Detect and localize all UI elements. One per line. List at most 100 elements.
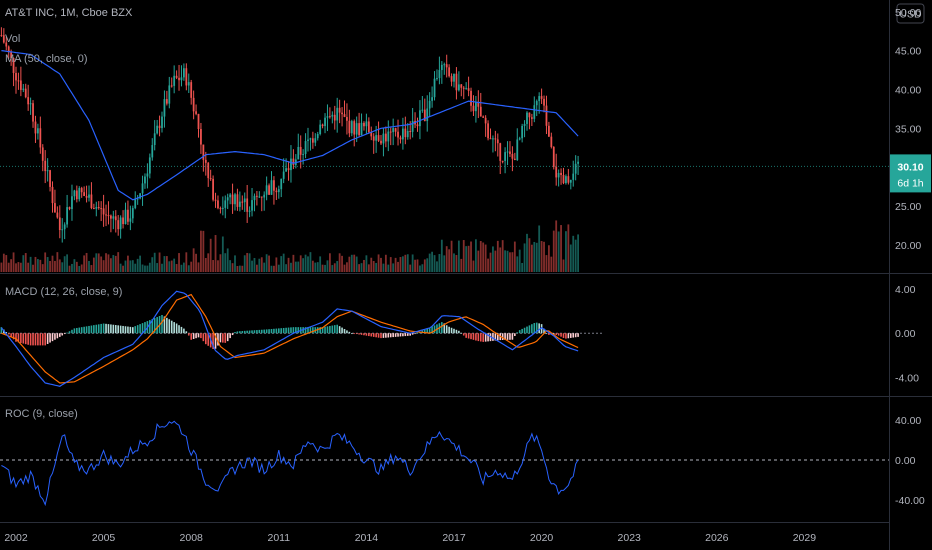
volume-bar [37, 259, 39, 272]
ma-line [1, 50, 579, 201]
candle-body [533, 105, 536, 119]
volume-bar [336, 261, 339, 272]
volume-bar [423, 259, 426, 272]
macd-axis-tick: -4.00 [895, 372, 919, 384]
candle-body [370, 132, 373, 137]
macd-histogram-bar [122, 325, 124, 334]
volume-bar [477, 250, 480, 272]
candle-body [443, 64, 446, 66]
macd-histogram-bar [382, 333, 385, 338]
macd-histogram-bar [552, 333, 555, 335]
price-pane[interactable] [0, 27, 889, 272]
candle-body [49, 170, 51, 187]
volume-bar [455, 255, 458, 272]
macd-histogram-bar [399, 333, 402, 337]
candle-body [321, 124, 324, 127]
macd-histogram-bar [44, 333, 46, 346]
macd-histogram-bar [15, 333, 17, 342]
macd-histogram-bar [540, 324, 543, 334]
candle-body [19, 80, 22, 90]
candle-body [241, 201, 244, 203]
volume-bar [565, 231, 567, 272]
volume-bar [219, 254, 222, 272]
candle-body [540, 96, 543, 99]
volume-bar [285, 264, 287, 272]
candle-body [419, 110, 421, 127]
macd-histogram-bar [107, 324, 110, 334]
macd-histogram-bar [12, 333, 15, 340]
macd-histogram-bar [402, 333, 404, 337]
macd-histogram-bar [346, 330, 348, 334]
candle-body [75, 190, 78, 200]
macd-histogram-bar [273, 328, 275, 334]
candle-body [406, 130, 409, 138]
macd-histogram-bar [380, 333, 382, 339]
volume-bar [270, 265, 273, 272]
volume-bar [433, 255, 436, 272]
candle-body [438, 70, 441, 79]
candle-body [336, 107, 339, 121]
macd-histogram-bar [416, 332, 419, 334]
candle-body [183, 68, 185, 78]
macd-histogram-bar [467, 333, 470, 339]
candle-body [292, 158, 295, 165]
volume-bar [494, 250, 497, 272]
macd-histogram-bar [78, 327, 81, 334]
volume-bar [251, 260, 253, 272]
volume-bar [309, 252, 312, 272]
candle-body [470, 90, 472, 106]
volume-bar [360, 263, 363, 272]
volume-bar [178, 253, 180, 272]
macd-histogram-bar [5, 332, 8, 334]
volume-bar [567, 224, 570, 272]
candle-body [200, 128, 202, 145]
volume-bar [414, 259, 416, 272]
volume-bar [489, 252, 492, 272]
macd-axis-tick: 4.00 [895, 284, 916, 296]
candle-body [445, 64, 448, 68]
volume-bar [533, 241, 536, 272]
macd-histogram-bar [241, 331, 244, 334]
macd-histogram-bar [372, 333, 375, 337]
volume-bar [71, 263, 73, 272]
macd-histogram-bar [458, 330, 460, 334]
macd-histogram-bar [83, 326, 85, 334]
candle-body [124, 209, 127, 225]
volume-bar [341, 255, 343, 272]
volume-bar [32, 264, 34, 272]
macd-histogram-bar [105, 323, 107, 334]
candle-body [516, 139, 519, 160]
macd-histogram-bar [470, 333, 472, 340]
volume-bar [506, 250, 509, 272]
candle-body [326, 116, 329, 118]
macd-histogram-bar [321, 327, 324, 334]
roc-pane[interactable] [0, 420, 889, 507]
macd-histogram-bar [484, 333, 487, 342]
macd-histogram-bar [110, 324, 112, 334]
volume-bar [231, 263, 234, 272]
volume-bar [260, 257, 263, 272]
candle-body [402, 128, 404, 140]
candle-body [263, 194, 266, 198]
volume-bar [5, 255, 8, 272]
candle-body [10, 51, 13, 59]
macd-axis-tick: 0.00 [895, 328, 916, 340]
volume-bar [375, 262, 378, 272]
volume-bar [90, 265, 93, 272]
candle-body [526, 112, 528, 124]
volume-bar [197, 262, 200, 272]
volume-bar [204, 257, 207, 272]
volume-bar [540, 241, 543, 272]
candle-body [212, 178, 214, 200]
currency-button[interactable]: USD [896, 3, 925, 24]
volume-bar [139, 255, 141, 272]
macd-pane[interactable] [0, 290, 604, 387]
macd-histogram-bar [54, 333, 56, 340]
roc-axis-tick: 40.00 [895, 415, 921, 427]
macd-histogram-bar [472, 333, 475, 340]
macd-histogram-bar [360, 333, 363, 335]
macd-histogram-bar [387, 333, 390, 338]
volume-bar [236, 265, 239, 272]
volume-bar [431, 251, 433, 272]
